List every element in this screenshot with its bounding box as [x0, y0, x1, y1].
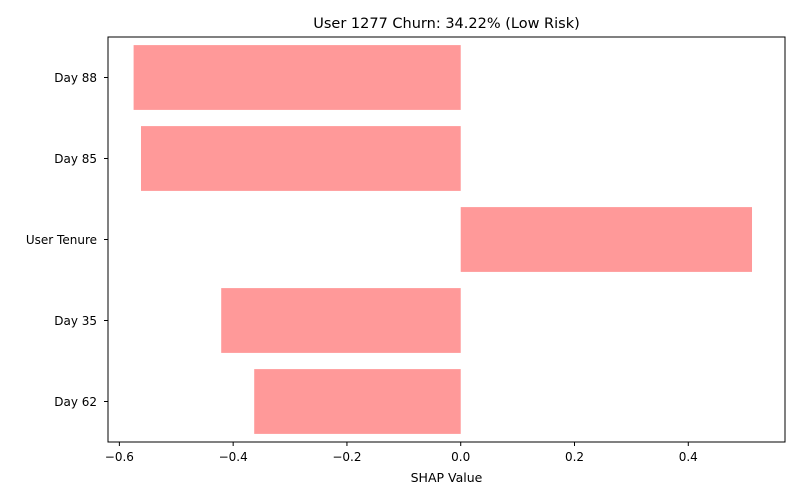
x-tick-label: −0.6: [105, 450, 134, 464]
chart-title: User 1277 Churn: 34.22% (Low Risk): [313, 16, 580, 32]
x-axis-ticks: −0.6 −0.4 −0.2 0.0 0.2 0.4: [105, 442, 698, 464]
y-tick-label: Day 85: [54, 152, 97, 166]
bar-group: [133, 45, 753, 434]
bar-day-85: [140, 126, 461, 191]
bar-day-62: [254, 369, 461, 434]
x-tick-label: 0.0: [451, 450, 470, 464]
bar-day-35: [221, 288, 461, 353]
bar-day-88: [133, 45, 461, 110]
x-tick-label: −0.4: [219, 450, 248, 464]
y-tick-label: Day 62: [54, 395, 97, 409]
plot-frame: [107, 36, 786, 443]
x-tick-label: 0.4: [679, 450, 698, 464]
y-tick-label: User Tenure: [26, 233, 97, 247]
y-tick-label: Day 35: [54, 314, 97, 328]
y-axis-ticks: Day 88 Day 85 User Tenure Day 35 Day 62: [26, 71, 108, 409]
y-tick-label: Day 88: [54, 71, 97, 85]
x-tick-label: 0.2: [565, 450, 584, 464]
x-tick-label: −0.2: [332, 450, 361, 464]
x-axis-label: SHAP Value: [411, 470, 483, 485]
bar-user-tenure: [460, 207, 753, 272]
